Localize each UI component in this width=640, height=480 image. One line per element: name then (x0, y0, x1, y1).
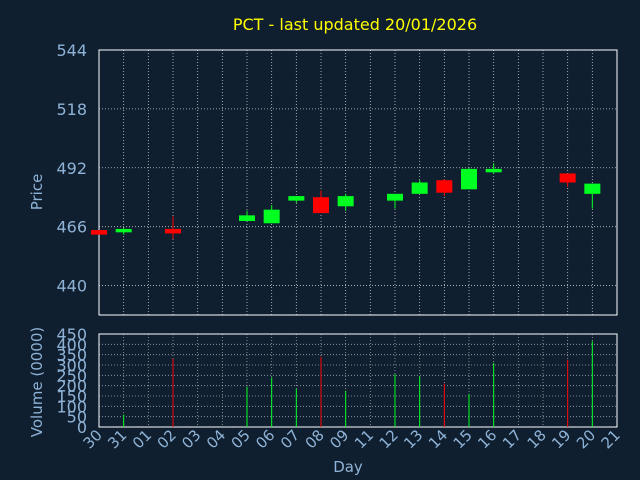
price-candle-body (313, 197, 329, 214)
price-tick-label: 492 (56, 159, 87, 178)
price-candle-body (165, 228, 181, 234)
price-candle-body (485, 168, 502, 173)
chart-title: PCT - last updated 20/01/2026 (233, 15, 477, 34)
volume-tick-label: 50 (67, 408, 87, 427)
day-axis-label: Day (333, 458, 363, 476)
volume-tick-label: 350 (56, 346, 87, 365)
volume-tick-label: 200 (56, 377, 87, 396)
price-axis-label: Price (28, 174, 46, 211)
price-candle-body (288, 196, 305, 201)
price-candle-body (239, 215, 255, 222)
volume-tick-label: 400 (56, 335, 87, 354)
price-candle-body (584, 183, 601, 194)
price-candle-body (263, 209, 280, 224)
price-tick-label: 544 (56, 41, 87, 60)
price-panel: 544 518 492 466 440 (56, 41, 618, 316)
price-candle-body (337, 196, 354, 207)
price-candle-body (115, 228, 132, 233)
volume-tick-label: 450 (56, 325, 87, 344)
price-tick-label: 440 (56, 277, 87, 296)
price-tick-label: 466 (56, 218, 87, 237)
volume-plot-frame (98, 333, 618, 428)
price-candle-body (436, 180, 453, 193)
volume-tick-label: 0 (77, 418, 87, 437)
price-candle-body (559, 173, 576, 183)
volume-axis-label: Volume (0000) (28, 327, 46, 437)
price-candle-body (91, 230, 107, 235)
price-tick-label: 518 (56, 100, 87, 119)
price-candle-body (411, 182, 428, 194)
volume-tick-label: 150 (56, 387, 87, 406)
volume-tick-label: 250 (56, 366, 87, 385)
price-candle-body (461, 168, 477, 190)
volume-tick-label: 100 (56, 397, 87, 416)
volume-tick-label: 300 (56, 356, 87, 375)
price-candle-body (387, 193, 403, 201)
